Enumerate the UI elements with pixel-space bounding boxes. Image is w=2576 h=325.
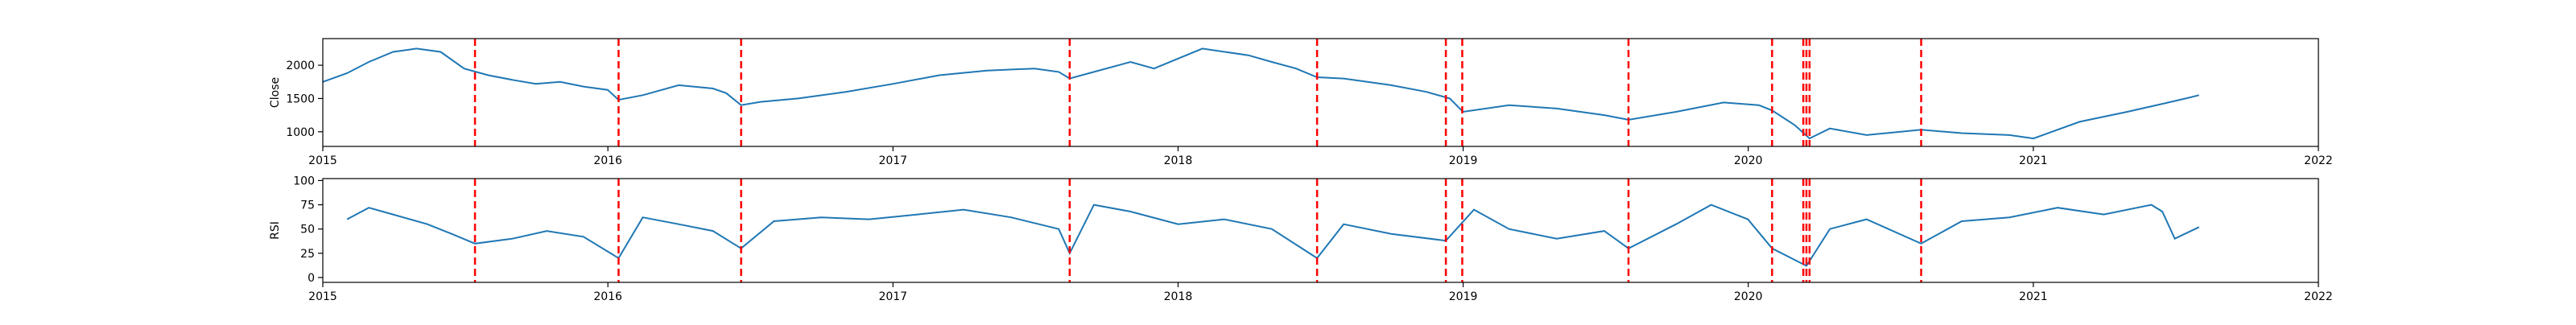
close-xtick-label-0: 2015: [308, 154, 337, 167]
close-series-line-0: [322, 47, 2199, 140]
close-axes-frame: [322, 38, 2319, 147]
rsi-xtick-label-3: 2018: [1164, 290, 1193, 303]
rsi-xtick-label-1: 2016: [593, 290, 622, 303]
rsi-xtick-label-7: 2022: [2304, 290, 2333, 303]
rsi-axes-frame: [322, 178, 2319, 283]
close-xtick-label-2: 2017: [878, 154, 907, 167]
rsi-xtick-label-6: 2021: [2019, 290, 2048, 303]
close-ytick-label-2: 2000: [286, 60, 315, 72]
rsi-series-line-0: [346, 204, 2200, 267]
close-xtick-label-1: 2016: [593, 154, 622, 167]
close-xtick-label-4: 2019: [1449, 154, 1478, 167]
rsi-xtick-label-4: 2019: [1449, 290, 1478, 303]
close-ytick-label-1: 1500: [286, 93, 315, 105]
close-ytick-label-0: 1000: [286, 126, 315, 139]
close-xtick-label-5: 2020: [1734, 154, 1763, 167]
rsi-ytick-label-4: 100: [293, 175, 315, 187]
rsi-ytick-label-2: 50: [300, 224, 315, 237]
rsi-xtick-label-5: 2020: [1734, 290, 1763, 303]
close-xtick-label-7: 2022: [2304, 154, 2333, 167]
rsi-ylabel: RSI: [269, 221, 282, 240]
close-xtick-label-3: 2018: [1164, 154, 1193, 167]
rsi-xtick-label-2: 2017: [878, 290, 907, 303]
rsi-ytick-label-0: 0: [308, 272, 315, 285]
rsi-ytick-label-3: 75: [300, 200, 315, 212]
close-xtick-label-6: 2021: [2019, 154, 2048, 167]
rsi-ytick-label-1: 25: [300, 248, 315, 261]
rsi-xtick-label-0: 2015: [308, 290, 337, 303]
close-ylabel: Close: [269, 77, 282, 108]
